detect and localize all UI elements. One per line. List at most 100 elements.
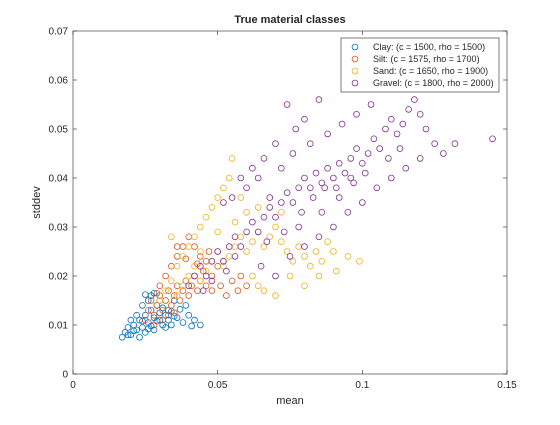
data-point (176, 306, 184, 313)
data-point (373, 184, 381, 192)
data-point (188, 282, 195, 290)
data-point (214, 248, 221, 255)
data-point (353, 145, 360, 152)
data-point (220, 257, 227, 265)
x-axis-label: mean (276, 395, 304, 407)
data-point (315, 233, 323, 241)
data-point (147, 297, 155, 304)
series-1 (142, 233, 250, 329)
axes-box (72, 30, 508, 375)
data-point (324, 164, 331, 172)
data-point (416, 111, 424, 118)
data-point (228, 277, 236, 285)
y-tick-label: 0.04 (49, 174, 69, 185)
data-point (156, 297, 164, 304)
data-point (266, 233, 274, 241)
data-point (451, 140, 459, 148)
data-point (220, 262, 227, 270)
data-point (278, 238, 285, 246)
data-point (202, 282, 210, 290)
data-point (185, 311, 193, 319)
data-point (254, 282, 262, 290)
data-point (153, 302, 161, 309)
data-point (283, 101, 291, 108)
data-point (382, 125, 389, 133)
data-point (208, 287, 216, 295)
data-point (202, 272, 210, 280)
data-point (173, 292, 181, 299)
data-point (422, 125, 430, 133)
data-point (205, 248, 213, 255)
data-point (364, 150, 372, 157)
data-point (124, 331, 132, 339)
data-point (208, 204, 216, 211)
legend-marker-1 (351, 55, 359, 63)
data-point (237, 243, 245, 250)
data-point (260, 243, 268, 250)
data-point (208, 257, 216, 265)
data-point (431, 140, 438, 148)
data-point (286, 253, 294, 260)
data-point (249, 164, 256, 172)
data-point (188, 322, 195, 330)
data-point (214, 194, 221, 201)
data-point (292, 125, 300, 133)
legend-label-2: Sand: (c = 1650, rho = 1900) (373, 66, 488, 76)
x-tick-label: 0.05 (208, 380, 228, 391)
data-point (318, 257, 326, 265)
data-point (393, 130, 401, 138)
data-point (272, 272, 279, 280)
legend-label-0: Clay: (c = 1500, rho = 1500) (373, 42, 485, 52)
data-point (162, 324, 169, 331)
data-point (147, 306, 155, 314)
data-point (266, 194, 274, 201)
data-point (335, 160, 343, 167)
data-point (191, 233, 198, 241)
data-point (416, 155, 424, 162)
data-point (243, 184, 250, 192)
data-point (332, 267, 340, 275)
data-point (489, 135, 496, 143)
data-point (283, 189, 291, 197)
data-point (249, 218, 256, 226)
data-point (301, 115, 308, 123)
data-point (237, 174, 245, 182)
data-point (191, 316, 198, 324)
data-point (356, 257, 363, 265)
data-point (405, 106, 412, 113)
data-point (344, 209, 352, 216)
data-point (280, 228, 288, 236)
data-point (127, 316, 135, 324)
data-point (182, 302, 190, 309)
data-point (350, 179, 357, 187)
data-point (318, 179, 326, 187)
data-point (228, 155, 236, 162)
data-point (385, 155, 392, 162)
data-point (347, 174, 355, 182)
data-point (301, 282, 308, 290)
data-point (159, 306, 166, 314)
legend-label-1: Silt: (c = 1575, rho = 1700) (373, 54, 480, 64)
data-point (330, 248, 337, 255)
data-point (402, 164, 410, 172)
legend-marker-2 (351, 67, 359, 75)
axes-layer: 0 0.05 0.1 0.15 0 0.01 0.02 0.03 0.04 0.05 0.06 0.0… (49, 27, 518, 392)
data-point (237, 194, 245, 201)
data-point (286, 272, 294, 280)
data-point (165, 311, 172, 319)
data-point (223, 292, 230, 299)
data-point (330, 174, 337, 182)
data-point (142, 316, 149, 324)
data-point (168, 321, 175, 329)
data-point (185, 282, 193, 290)
y-tick-label: 0.03 (49, 223, 69, 234)
data-point (272, 140, 279, 148)
data-point (150, 311, 158, 319)
data-point (228, 194, 236, 201)
data-point (176, 297, 184, 304)
data-point (324, 238, 331, 246)
x-tick-label: 0 (70, 380, 76, 391)
data-point (278, 164, 285, 172)
data-point (202, 267, 210, 275)
